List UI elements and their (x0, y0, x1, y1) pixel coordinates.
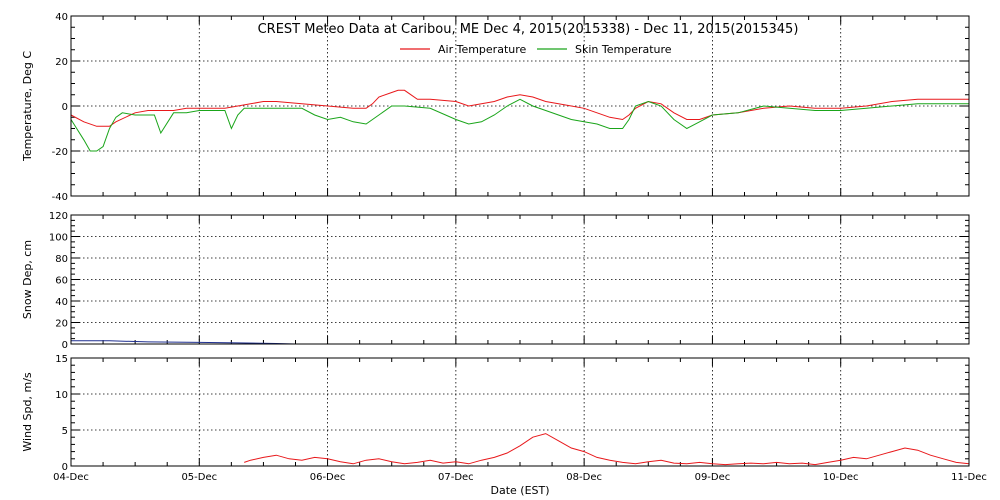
panel-2-series-line (244, 433, 969, 466)
y-axis-label: Wind Spd, m/s (21, 372, 34, 452)
y-tick-label: -20 (52, 147, 68, 158)
y-tick-label: 80 (55, 254, 68, 265)
y-tick-label: -40 (52, 192, 68, 203)
x-tick-label: 09-Dec (695, 472, 731, 483)
plot-frame (70, 15, 970, 197)
y-tick-label: 100 (49, 233, 68, 244)
y-tick-label: 0 (62, 102, 68, 113)
plot-frame (70, 357, 970, 467)
x-tick-label: 07-Dec (438, 472, 474, 483)
x-tick-label: 11-Dec (951, 472, 987, 483)
y-tick-label: 0 (62, 340, 68, 351)
legend: Air Temperature Skin Temperature (400, 43, 672, 56)
wind-speed-panel: 0 5 10 15 Wind Spd, m/s 04-Dec 05-Dec 06-Dec 07-… (21, 354, 987, 483)
x-tick-label: 05-Dec (181, 472, 217, 483)
y-tick-label: 60 (55, 276, 68, 287)
y-tick-label: 0 (62, 462, 68, 473)
y-tick-label: 15 (55, 354, 68, 365)
y-tick-label: 10 (55, 390, 68, 401)
y-tick-label: 20 (55, 319, 68, 330)
x-axis-label: Date (EST) (490, 484, 549, 497)
y-axis-label: Temperature, Deg C (21, 51, 34, 162)
x-tick-label: 10-Dec (823, 472, 859, 483)
y-tick-label: 5 (62, 426, 68, 437)
legend-label-skin-temperature: Skin Temperature (575, 43, 672, 56)
x-tick-label: 08-Dec (566, 472, 602, 483)
plot-frame (70, 214, 970, 345)
x-tick-label: 04-Dec (53, 472, 89, 483)
y-axis-label: Snow Dep, cm (21, 240, 34, 319)
y-tick-label: 40 (55, 12, 68, 23)
temperature-panel: -40 -20 0 20 40 Temperature, Deg C (21, 12, 970, 203)
x-tick-label: 06-Dec (310, 472, 346, 483)
legend-label-air-temperature: Air Temperature (438, 43, 527, 56)
snow-depth-panel: 0 20 40 60 80 100 120 Snow Dep, cm (21, 211, 970, 351)
y-tick-label: 120 (49, 211, 68, 222)
y-tick-label: 20 (55, 57, 68, 68)
skin-temperature-line (71, 98, 969, 152)
chart-title: CREST Meteo Data at Caribou, ME Dec 4, 2… (258, 22, 799, 37)
y-tick-label: 40 (55, 297, 68, 308)
